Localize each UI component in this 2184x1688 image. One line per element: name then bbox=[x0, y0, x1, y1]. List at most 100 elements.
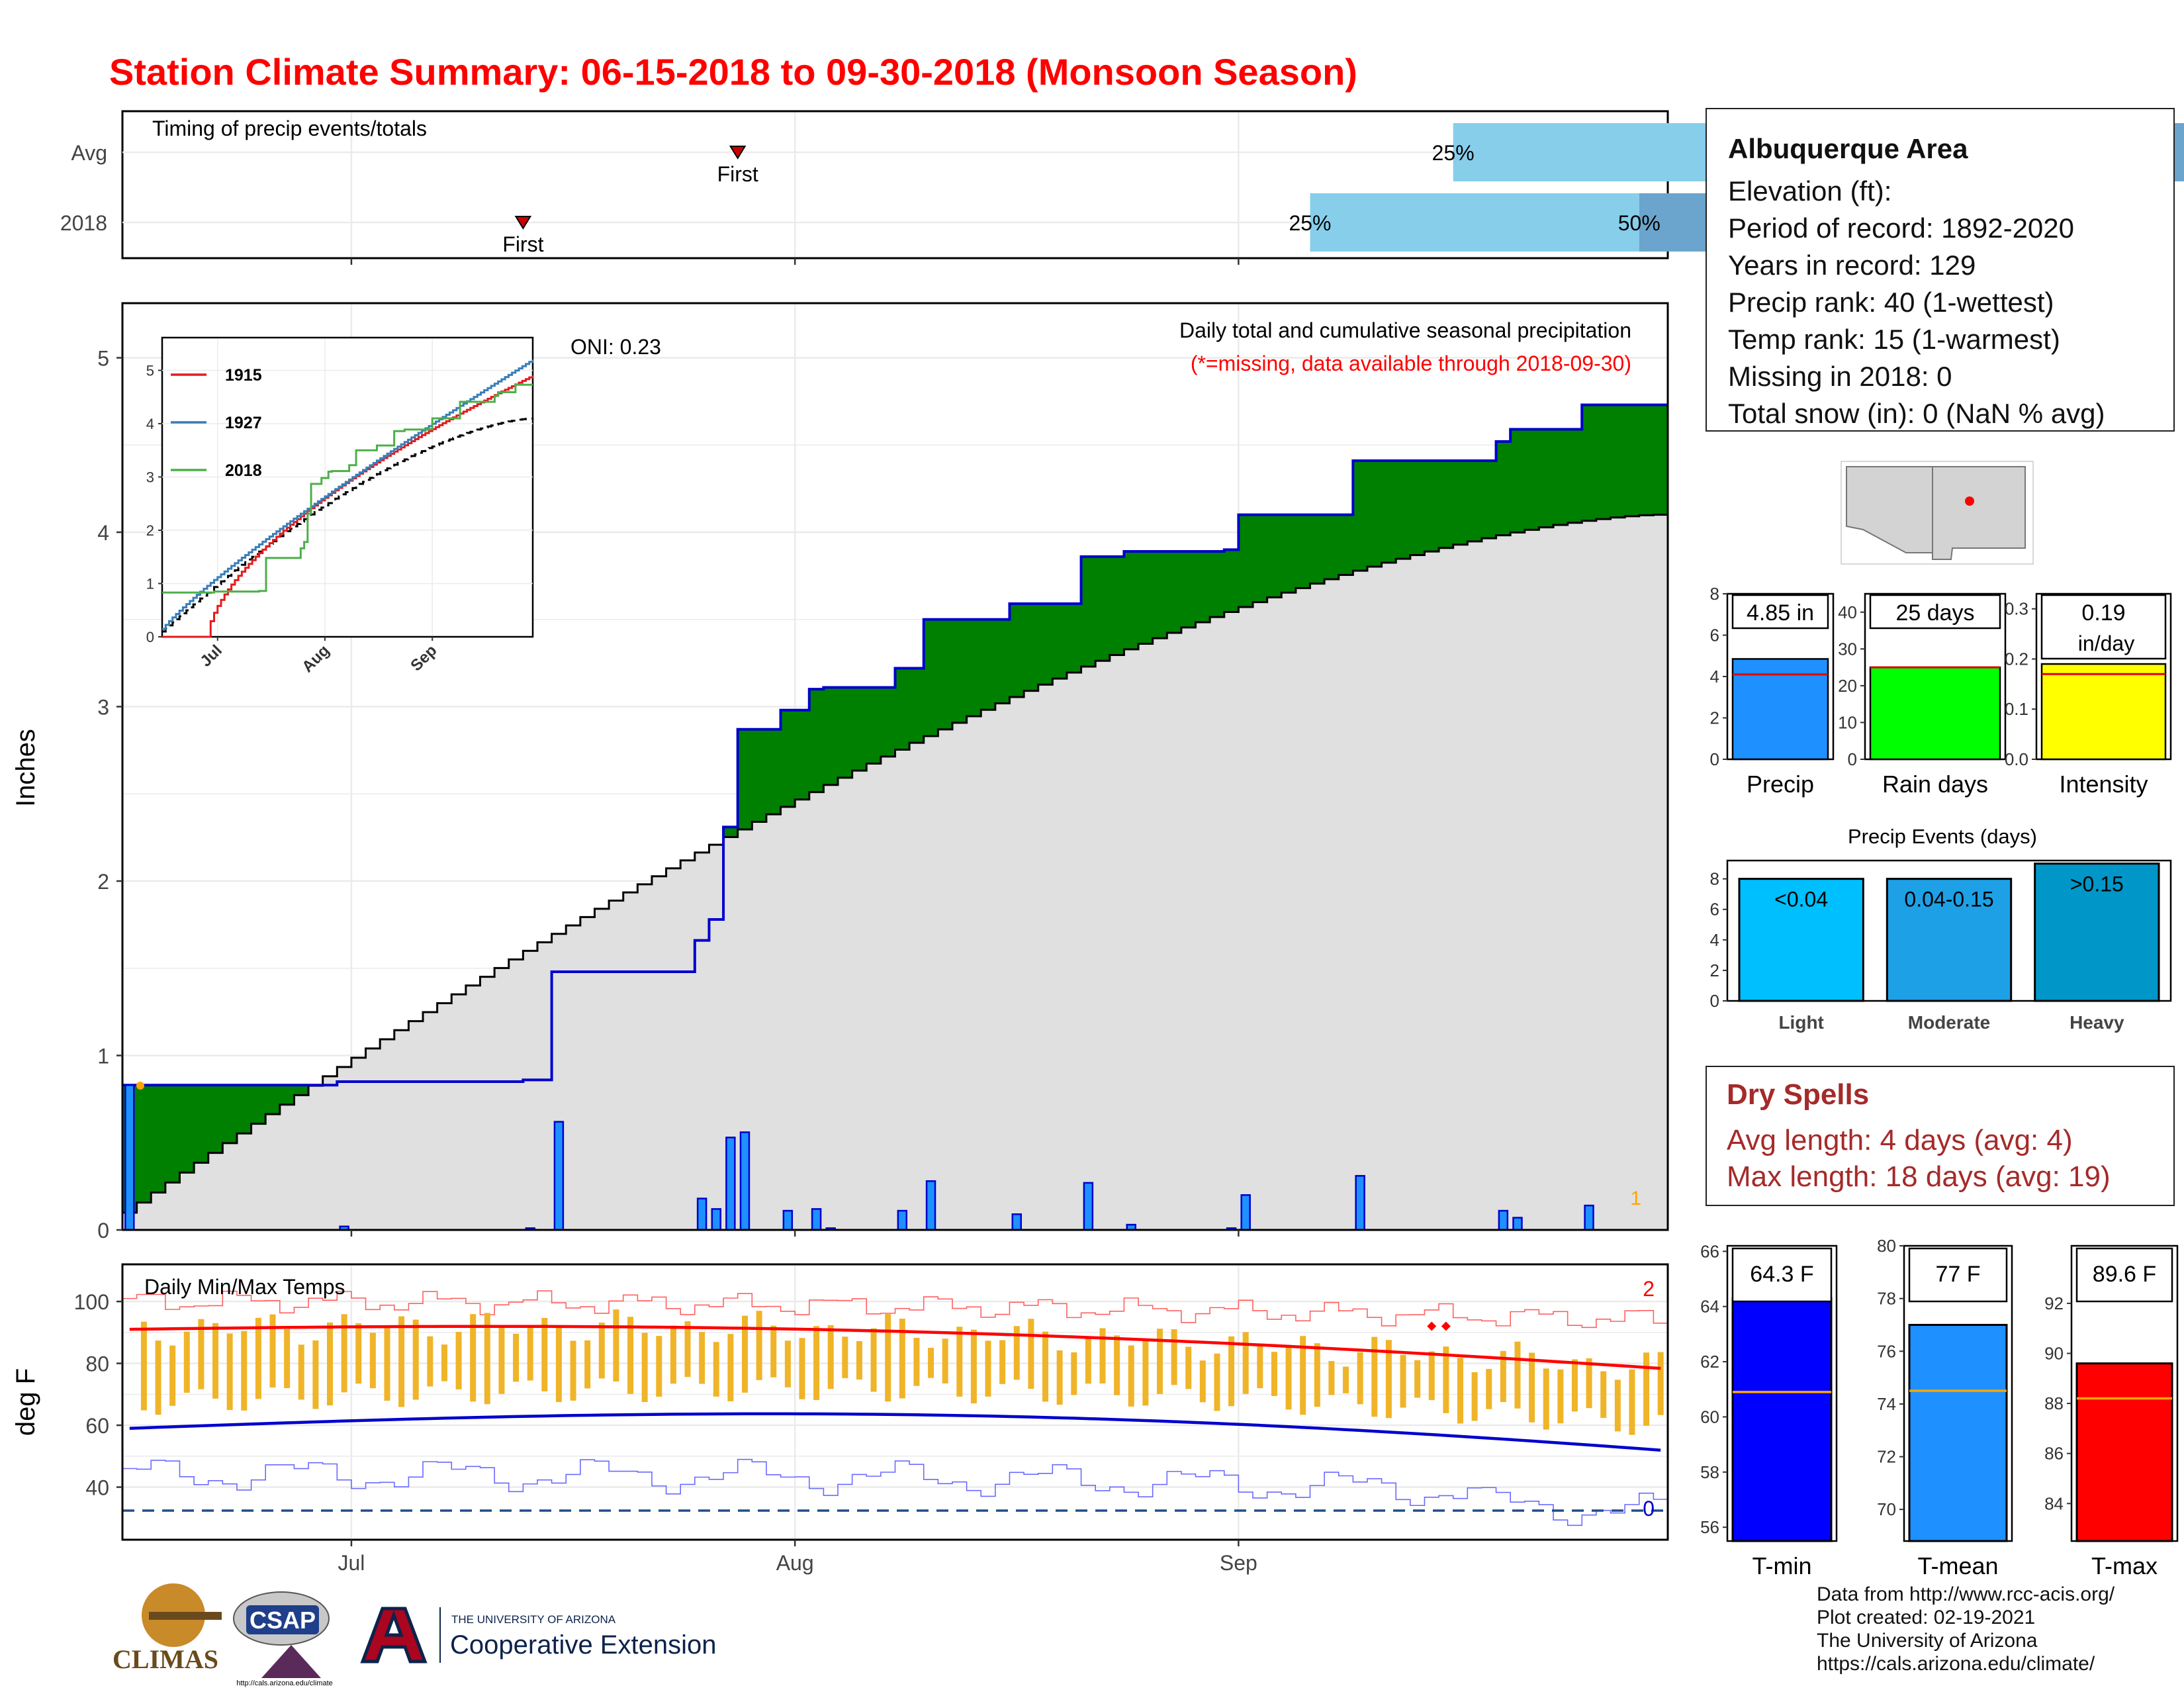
climas-logo: CLIMAS bbox=[113, 1583, 222, 1674]
daily-temp-range-bar bbox=[827, 1325, 834, 1389]
events-tick-label: 6 bbox=[1710, 900, 1719, 919]
temp-chart-bar bbox=[1731, 1297, 1833, 1542]
daily-temp-range-bar bbox=[1156, 1329, 1163, 1394]
inset-legend-label: 2018 bbox=[225, 461, 262, 480]
mini-chart-value: 0.19 bbox=[2081, 600, 2125, 626]
station-info-box: Albuquerque Area Elevation (ft): Period … bbox=[1706, 108, 2175, 432]
daily-precip-bar bbox=[925, 1180, 936, 1231]
temp-chart-tick-label: 62 bbox=[1700, 1352, 1719, 1372]
daily-temp-range-bar bbox=[384, 1327, 390, 1401]
daily-temp-range-bar bbox=[155, 1340, 161, 1415]
mini-chart-tick-label: 2 bbox=[1710, 708, 1719, 728]
daily-temp-range-bar bbox=[1614, 1380, 1621, 1432]
x-tick-label: Jul bbox=[338, 1551, 365, 1575]
events-bar bbox=[1886, 878, 2013, 1002]
daily-temp-range-bar bbox=[870, 1328, 877, 1392]
events-category-label: Moderate bbox=[1908, 1012, 1990, 1033]
timing-quartile-bar bbox=[1310, 193, 1639, 252]
station-total-snow: Total snow (in): 0 (NaN % avg) bbox=[1728, 398, 2105, 429]
main-y-tick-label: 5 bbox=[97, 347, 109, 371]
daily-temp-range-bar bbox=[412, 1319, 419, 1400]
station-location-dot bbox=[1965, 496, 1974, 506]
timing-percent-label: 50% bbox=[1618, 211, 1661, 235]
daily-precip-bar bbox=[1355, 1175, 1365, 1231]
daily-temp-range-bar bbox=[398, 1316, 405, 1407]
daily-temp-range-bar bbox=[1257, 1343, 1263, 1389]
mini-chart-bar bbox=[1869, 666, 2001, 761]
csap-wordmark: CSAP bbox=[250, 1607, 316, 1634]
normal-high-line bbox=[129, 1325, 1661, 1370]
daily-temp-range-bar bbox=[212, 1323, 219, 1399]
daily-temp-range-bar bbox=[455, 1332, 462, 1389]
temp-record-low-count: 0 bbox=[1643, 1497, 1655, 1521]
daily-temp-range-bar bbox=[1228, 1336, 1235, 1407]
data-credits: Data from http://www.rcc-acis.org/ Plot … bbox=[1817, 1583, 2115, 1675]
logos: CLIMAS CSAP http://cals.arizona.edu/clim… bbox=[113, 1583, 716, 1687]
daily-temp-range-bar bbox=[1543, 1368, 1549, 1430]
daily-temp-range-bar bbox=[813, 1326, 820, 1400]
temp-y-tick-label: 100 bbox=[74, 1290, 109, 1314]
events-tick-label: 4 bbox=[1710, 930, 1719, 950]
daily-temp-range-bar bbox=[1071, 1352, 1077, 1395]
daily-temp-range-bar bbox=[1185, 1346, 1192, 1389]
mini-chart-tick-label: 10 bbox=[1838, 712, 1857, 732]
inset-normal-line bbox=[162, 417, 534, 633]
csap-badge bbox=[246, 1605, 319, 1634]
events-title: Precip Events (days) bbox=[1848, 825, 2037, 848]
mini-chart-tick-label: 0.2 bbox=[2005, 649, 2028, 669]
daily-temp-range-bar bbox=[970, 1329, 977, 1404]
daily-precip-bar bbox=[696, 1197, 707, 1231]
inset-y-tick-label: 0 bbox=[146, 629, 154, 645]
temp-chart-tick-label: 72 bbox=[1877, 1447, 1896, 1467]
x-tick-label: Aug bbox=[776, 1551, 814, 1575]
normal-cumulative-area bbox=[122, 514, 1668, 1230]
page-title: Station Climate Summary: 06-15-2018 to 0… bbox=[109, 51, 1357, 93]
daily-temp-range-bar bbox=[513, 1333, 520, 1382]
daily-temp-range-bar bbox=[1529, 1352, 1535, 1423]
daily-precip-bar bbox=[782, 1209, 794, 1231]
daily-precip-bar bbox=[124, 1084, 135, 1231]
station-temp-rank: Temp rank: 15 (1-warmest) bbox=[1728, 324, 2060, 355]
daily-temp-range-bar bbox=[1357, 1352, 1363, 1405]
daily-temp-range-bar bbox=[913, 1338, 920, 1386]
daily-temp-range-bar bbox=[441, 1344, 447, 1382]
daily-precip-bar bbox=[1011, 1213, 1023, 1231]
oni-value: ONI: 0.23 bbox=[570, 335, 661, 359]
daily-temp-range-bar bbox=[284, 1329, 291, 1388]
mini-chart-tick-label: 4 bbox=[1710, 667, 1719, 686]
temp-chart-bar bbox=[2075, 1362, 2173, 1542]
record-high-line bbox=[122, 1290, 1668, 1329]
temp-chart-value-box bbox=[1731, 1247, 1833, 1303]
mini-chart-value-unit: in/day bbox=[2078, 632, 2134, 655]
daily-temp-range-bar bbox=[1557, 1369, 1564, 1424]
daily-temp-range-bar bbox=[269, 1314, 276, 1388]
daily-temp-range-bar bbox=[226, 1333, 233, 1411]
inset-series-2018 bbox=[162, 383, 533, 594]
daily-temp-range-bar bbox=[1042, 1331, 1049, 1402]
temp-chart-tick-label: 64 bbox=[1700, 1297, 1719, 1317]
main-y-tick-label: 2 bbox=[97, 870, 109, 894]
ua-cooperative-extension-logo: THE UNIVERSITY OF ARIZONA Cooperative Ex… bbox=[360, 1607, 716, 1664]
mini-chart-tick-label: 0 bbox=[1848, 749, 1857, 769]
daily-temp-range-bar bbox=[1629, 1369, 1635, 1435]
mini-chart-rain-days: 25 days 0 10 20 30 40 Rain days bbox=[1838, 592, 2007, 798]
temp-chart-value: 64.3 F bbox=[1750, 1262, 1813, 1287]
daily-temp-range-bar bbox=[1214, 1353, 1220, 1411]
events-bar bbox=[2034, 863, 2160, 1002]
ua-small-text: THE UNIVERSITY OF ARIZONA bbox=[451, 1613, 616, 1626]
temp-chart-bar bbox=[1908, 1323, 2008, 1542]
daily-precip-bar bbox=[897, 1209, 908, 1231]
daily-temp-range-bar bbox=[183, 1331, 190, 1393]
dry-spells-avg-length: Avg length: 4 days (avg: 4) bbox=[1727, 1124, 2073, 1156]
daily-temp-range-bar bbox=[241, 1331, 248, 1411]
temp-chart-tick-label: 86 bbox=[2044, 1444, 2064, 1464]
daily-precip-bar bbox=[739, 1131, 751, 1231]
timing-row-2018-label: 2018 bbox=[60, 211, 107, 235]
temp-chart-label: T-max bbox=[2091, 1552, 2158, 1579]
temp-panel-label: Daily Min/Max Temps bbox=[144, 1275, 345, 1299]
timing-row-avg-label: Avg bbox=[71, 141, 107, 165]
daily-temp-range-bar bbox=[856, 1340, 862, 1380]
daily-temp-range-bar bbox=[1514, 1341, 1521, 1409]
mini-chart-tick-label: 40 bbox=[1838, 602, 1857, 622]
daily-temp-range-bar bbox=[1085, 1337, 1091, 1384]
